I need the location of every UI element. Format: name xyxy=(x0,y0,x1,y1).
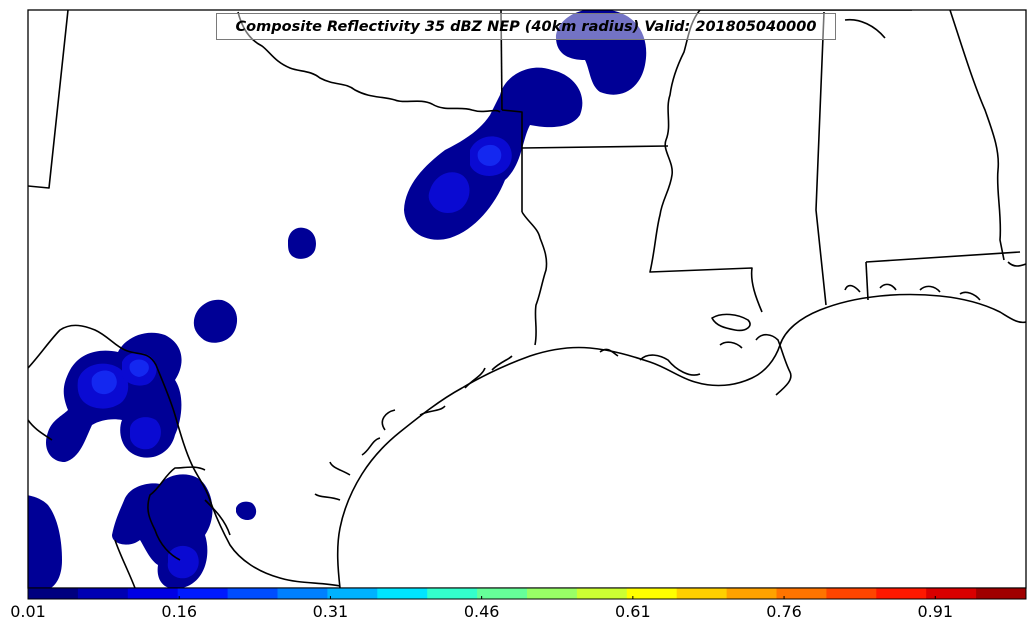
coastline xyxy=(314,355,513,501)
probability-area xyxy=(112,474,213,588)
colorbar xyxy=(28,588,1027,599)
colorbar-segment xyxy=(177,588,229,599)
colorbar-tick-label: 0.01 xyxy=(10,602,46,621)
colorbar-segment xyxy=(327,588,378,599)
colorbar-segment xyxy=(377,588,428,599)
state-boundary xyxy=(500,10,503,111)
colorbar-segment xyxy=(477,588,528,599)
colorbar-segment xyxy=(127,588,179,599)
colorbar-segment xyxy=(227,588,278,599)
coastline xyxy=(844,283,981,301)
map-title: Composite Reflectivity 35 dBZ NEP (40km … xyxy=(216,13,836,40)
state-boundary xyxy=(501,109,523,212)
probability-area xyxy=(555,10,647,95)
probability-blobs xyxy=(28,10,647,588)
state-boundary xyxy=(204,499,231,536)
probability-area xyxy=(193,299,238,343)
state-boundary xyxy=(521,145,669,149)
country-boundary xyxy=(28,324,341,587)
state-boundary xyxy=(649,10,763,313)
colorbar-segment xyxy=(926,588,977,599)
probability-area xyxy=(477,144,502,166)
state-boundary xyxy=(114,539,136,588)
colorbar-segment xyxy=(77,588,129,599)
boundaries xyxy=(28,10,1026,588)
colorbar-segment xyxy=(277,588,328,599)
coastline xyxy=(1007,261,1026,267)
state-boundary xyxy=(865,251,1021,263)
coastline xyxy=(599,313,792,396)
colorbar-segment xyxy=(826,588,877,599)
colorbar-segment xyxy=(676,588,728,599)
probability-area xyxy=(130,417,161,450)
state-boundary xyxy=(147,466,206,561)
probability-area xyxy=(428,172,470,214)
probability-area xyxy=(288,227,316,259)
state-boundary xyxy=(815,11,827,306)
colorbar-segment xyxy=(776,588,827,599)
coastline xyxy=(336,293,1026,588)
state-boundary xyxy=(844,18,886,39)
colorbar-segment xyxy=(626,588,678,599)
colorbar-tick-label: 0.76 xyxy=(766,602,802,621)
probability-blobs-high xyxy=(0,136,512,580)
state-boundary xyxy=(237,11,501,113)
state-boundary xyxy=(865,261,869,301)
colorbar-tick-label: 0.91 xyxy=(917,602,954,621)
colorbar-segment xyxy=(976,588,1027,599)
colorbar-tick-label: 0.16 xyxy=(161,602,198,621)
probability-area xyxy=(129,359,149,377)
state-boundary xyxy=(28,10,69,189)
colorbar-segment xyxy=(28,588,79,599)
probability-area xyxy=(167,545,199,579)
colorbar-frame xyxy=(27,587,1027,600)
probability-area xyxy=(0,543,22,580)
probability-area xyxy=(28,495,62,588)
colorbar-tick-label: 0.46 xyxy=(463,602,500,621)
colorbar-tick-label: 0.31 xyxy=(312,602,349,621)
state-boundary xyxy=(28,419,53,441)
state-boundary xyxy=(521,211,548,346)
colorbar-segment xyxy=(876,588,927,599)
colorbar-segment xyxy=(527,588,578,599)
state-boundary xyxy=(949,10,1005,261)
colorbar-ticks xyxy=(27,596,936,599)
colorbar-tick-label: 0.61 xyxy=(615,602,651,621)
colorbar-segment xyxy=(576,588,628,599)
probability-area xyxy=(91,370,117,395)
colorbar-segment xyxy=(726,588,777,599)
probability-area xyxy=(236,501,257,521)
colorbar-segment xyxy=(427,588,478,599)
